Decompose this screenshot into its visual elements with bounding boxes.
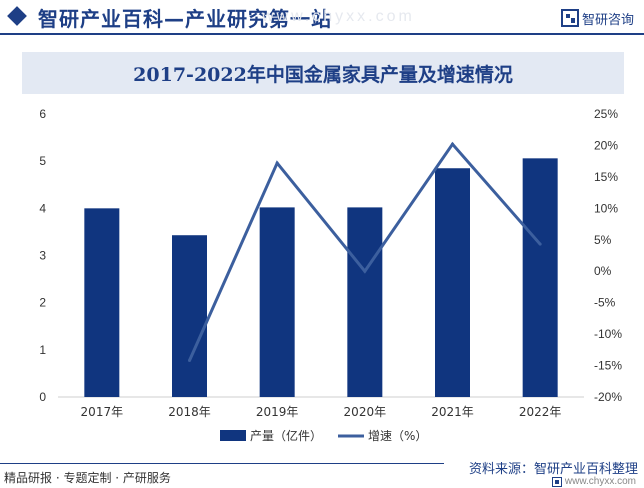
footer-divider <box>0 463 444 464</box>
y-tick-label-right: 10% <box>594 201 618 215</box>
y-tick-label-right: -15% <box>594 359 622 373</box>
y-tick-label-left: 6 <box>39 107 46 121</box>
header-watermark: www.chyxx.com <box>262 8 415 25</box>
zhiyan-logo-icon <box>560 9 579 27</box>
x-tick-label: 2018年 <box>168 405 211 419</box>
y-tick-label-right: 5% <box>594 233 612 247</box>
y-tick-label-left: 3 <box>39 249 46 263</box>
chart-title: 2017-2022年中国金属家具产量及增速情况 <box>133 63 513 86</box>
bar <box>522 158 558 397</box>
y-tick-label-left: 0 <box>39 390 46 404</box>
line-point <box>275 161 279 165</box>
data-source: 资料来源：智研产业百科整理 <box>468 462 638 477</box>
site-logo-icon <box>551 476 562 487</box>
combo-chart: 0 1 2 3 4 5 6 -20% -15% -10% -5% 0% 5% 10% 15% 20% 25% 20… <box>39 107 622 443</box>
page-header: 智研产业百科—产业研究第一站 www.chyxx.com 智研咨询 <box>0 0 644 35</box>
y-tick-label-left: 2 <box>39 296 46 310</box>
line-point <box>451 142 454 146</box>
line-point <box>538 242 542 246</box>
diamond-icon <box>7 6 27 26</box>
y-tick-label-right: 15% <box>594 170 618 184</box>
legend-label-line: 增速（%） <box>368 429 427 443</box>
line-point <box>363 269 367 273</box>
footer-url-group[interactable]: www.chyxx.com <box>551 476 636 487</box>
legend-label-bar: 产量（亿件） <box>250 428 322 443</box>
logo-text: 智研咨询 <box>581 12 634 28</box>
y-tick-label-right: -5% <box>594 296 616 310</box>
bar <box>84 208 120 397</box>
x-tick-label: 2020年 <box>344 405 387 419</box>
bar <box>259 207 295 397</box>
header-divider <box>0 33 644 35</box>
footer-services: 精品研报 · 专题定制 · 产研服务 <box>4 471 171 485</box>
bar <box>172 235 207 397</box>
y-tick-label-right: 25% <box>594 107 618 121</box>
bar <box>435 168 470 397</box>
y-tick-label-left: 4 <box>39 201 46 215</box>
legend-swatch-bar <box>220 430 246 441</box>
bar <box>347 207 383 397</box>
x-tick-label: 2021年 <box>431 405 474 419</box>
y-tick-label-right: -10% <box>594 327 622 341</box>
y-tick-label-left: 1 <box>39 343 46 357</box>
y-tick-label-right: 0% <box>594 264 612 278</box>
y-tick-label-right: 20% <box>594 138 618 152</box>
header-title: 智研产业百科—产业研究第一站 <box>38 7 332 31</box>
line-point <box>188 359 191 363</box>
brand-logo[interactable]: 智研咨询 <box>560 9 634 28</box>
x-tick-label: 2022年 <box>519 405 562 419</box>
y-tick-label-right: -20% <box>594 390 622 404</box>
x-tick-label: 2017年 <box>81 405 124 419</box>
chart-title-box: 2017-2022年中国金属家具产量及增速情况 <box>22 52 624 94</box>
footer-url[interactable]: www.chyxx.com <box>564 476 636 487</box>
x-tick-label: 2019年 <box>256 405 299 419</box>
y-tick-label-left: 5 <box>39 154 46 168</box>
